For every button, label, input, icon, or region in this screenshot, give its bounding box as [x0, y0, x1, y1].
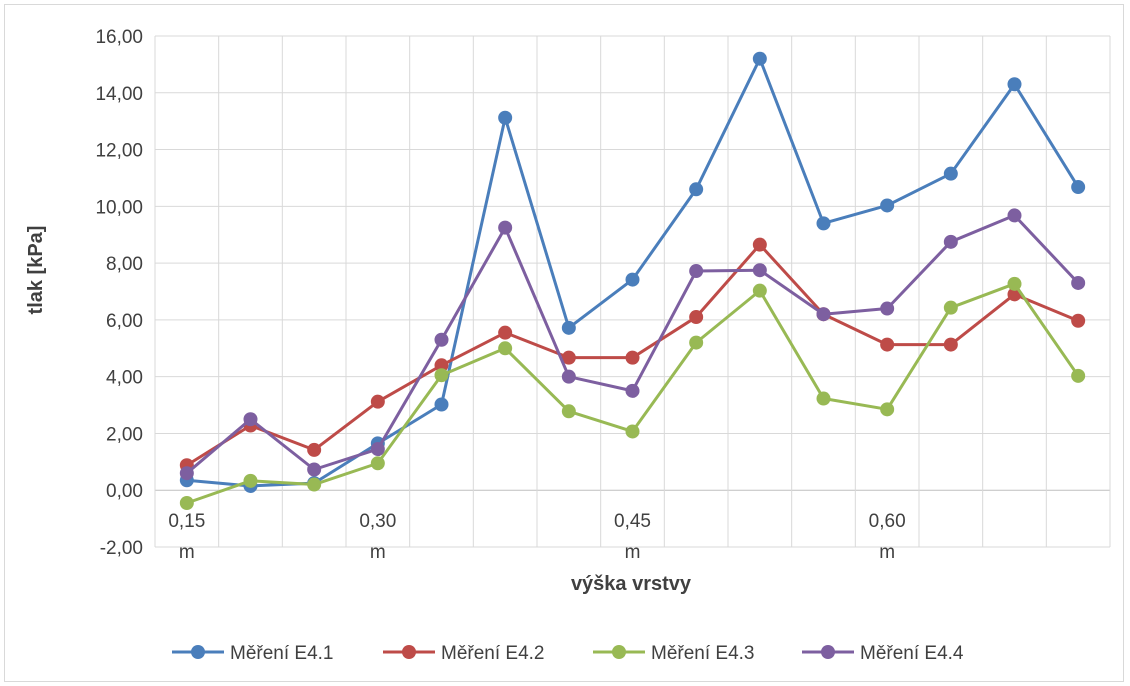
data-point	[625, 424, 640, 439]
legend-item: Měření E4.3	[593, 643, 755, 664]
x-axis-title: výška vrstvy	[571, 573, 692, 595]
data-point	[243, 412, 258, 427]
data-point	[625, 350, 640, 365]
grid	[154, 35, 1111, 548]
series-4	[179, 208, 1086, 481]
data-point	[498, 110, 513, 125]
y-tick-label: 0,00	[106, 481, 143, 502]
data-point	[1007, 208, 1022, 223]
data-point	[1071, 368, 1086, 383]
x-tick-unit: m	[625, 542, 641, 563]
y-tick-label: 8,00	[106, 254, 143, 275]
y-tick-label: 14,00	[95, 84, 143, 105]
x-tick-unit: m	[179, 542, 195, 563]
x-tick-label: 0,15	[168, 511, 205, 532]
data-point	[880, 337, 895, 352]
data-point	[307, 477, 322, 492]
series-3	[179, 276, 1086, 510]
data-point	[625, 272, 640, 287]
data-point	[434, 332, 449, 347]
data-point	[880, 301, 895, 316]
data-point	[625, 383, 640, 398]
y-tick-label: 12,00	[95, 141, 143, 162]
legend-marker	[821, 645, 835, 659]
legend-item: Měření E4.2	[383, 643, 545, 664]
data-point	[179, 466, 194, 481]
y-tick-label: 10,00	[95, 197, 143, 218]
data-point	[816, 391, 831, 406]
data-point	[561, 404, 576, 419]
data-point	[370, 442, 385, 457]
data-point	[561, 320, 576, 335]
y-tick-label: -2,00	[100, 538, 143, 559]
data-point	[1007, 276, 1022, 291]
x-tick-label: 0,30	[359, 511, 396, 532]
legend-marker	[612, 645, 626, 659]
data-point	[1071, 275, 1086, 290]
data-point	[561, 350, 576, 365]
data-point	[243, 473, 258, 488]
data-point	[498, 325, 513, 340]
data-point	[943, 234, 958, 249]
data-point	[370, 456, 385, 471]
legend-label: Měření E4.2	[441, 643, 545, 664]
legend-item: Měření E4.4	[802, 643, 964, 664]
data-point	[752, 263, 767, 278]
data-point	[561, 369, 576, 384]
chart-frame	[4, 4, 1124, 682]
series-line	[186, 57, 1080, 488]
y-tick-label: 6,00	[106, 311, 143, 332]
data-point	[179, 495, 194, 510]
data-point	[943, 337, 958, 352]
x-tick-label: 0,45	[614, 511, 651, 532]
legend-label: Měření E4.4	[860, 643, 964, 664]
data-point	[689, 264, 704, 279]
data-point	[752, 283, 767, 298]
data-point	[1071, 313, 1086, 328]
data-point	[816, 216, 831, 231]
y-axis-title: tlak [kPa]	[25, 226, 47, 315]
data-point	[943, 166, 958, 181]
data-point	[498, 341, 513, 356]
legend-label: Měření E4.3	[651, 643, 755, 664]
data-point	[752, 51, 767, 66]
legend-marker	[191, 645, 205, 659]
legend-item: Měření E4.1	[172, 643, 334, 664]
legend-label: Měření E4.1	[230, 643, 334, 664]
data-point	[1071, 180, 1086, 195]
data-point	[752, 237, 767, 252]
data-point	[880, 198, 895, 213]
data-point	[689, 182, 704, 197]
data-point	[880, 402, 895, 417]
data-point	[434, 358, 449, 373]
data-point	[689, 310, 704, 325]
data-point	[370, 394, 385, 409]
data-point	[307, 462, 322, 477]
x-tick-unit: m	[370, 542, 386, 563]
x-tick-label: 0,60	[869, 511, 906, 532]
data-point	[689, 335, 704, 350]
data-point	[816, 307, 831, 322]
x-tick-unit: m	[879, 542, 895, 563]
data-point	[1007, 77, 1022, 92]
y-tick-label: 2,00	[106, 424, 143, 445]
y-tick-label: 16,00	[95, 27, 143, 48]
series-group	[179, 51, 1086, 510]
data-point	[307, 442, 322, 457]
data-point	[434, 368, 449, 383]
legend-marker	[402, 645, 416, 659]
y-tick-labels: -2,00 0,00 2,00 4,00 6,00 8,00 10,00 12,00 14,00…	[95, 27, 143, 559]
data-point	[498, 220, 513, 235]
data-point	[943, 300, 958, 315]
legend: Měření E4.1 Měření E4.2 Měření E4.3 Měření …	[172, 643, 964, 664]
data-point	[434, 397, 449, 412]
x-tick-labels: 0,15 m 0,30 m 0,45 m 0,60 m	[168, 511, 905, 563]
y-tick-label: 4,00	[106, 368, 143, 389]
